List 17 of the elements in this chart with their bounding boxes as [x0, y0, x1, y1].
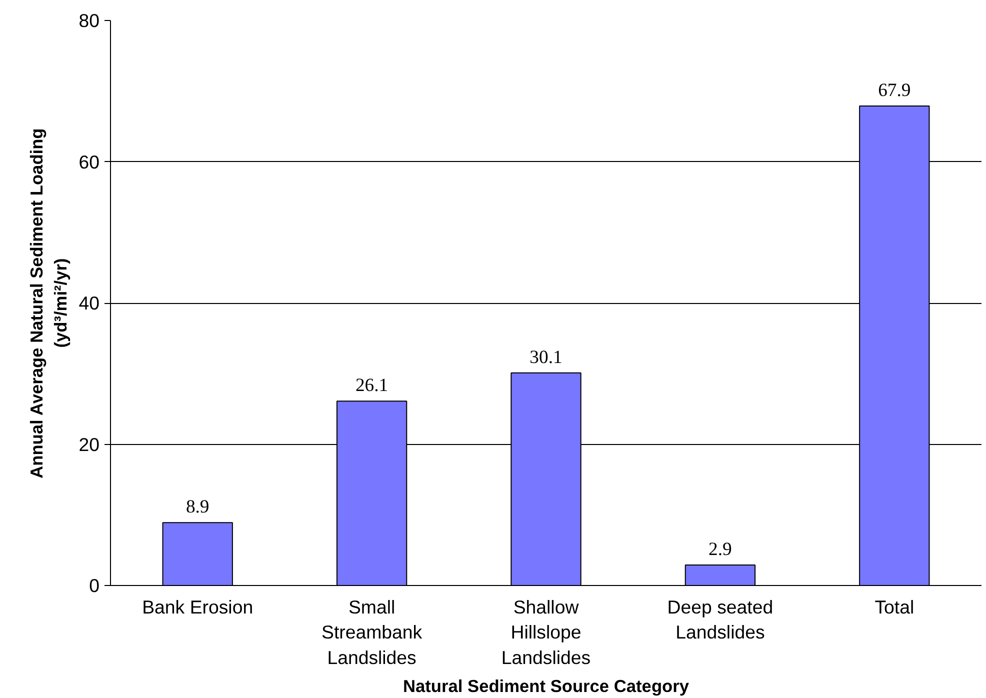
x-tick-label: Small Streambank Landslides: [322, 596, 423, 668]
data-label: 30.1: [530, 346, 562, 368]
data-label: 26.1: [355, 375, 388, 396]
data-label: 2.9: [708, 539, 732, 560]
y-tick-label: 20: [78, 434, 100, 455]
x-axis-title: Natural Sediment Source Category: [403, 676, 690, 696]
data-label: 8.9: [186, 496, 210, 518]
x-tick-label: Shallow Hillslope Landslides: [501, 596, 591, 668]
y-tick-label: 80: [78, 10, 100, 31]
x-tick-label: Bank Erosion: [142, 596, 254, 618]
y-tick-label: 0: [89, 575, 100, 596]
data-label: 67.9: [878, 80, 911, 101]
y-axis-title: Annual Average Natural Sediment Loading (yd³/mi²/yr): [26, 128, 71, 478]
x-tick-label: Deep seated Landslides: [667, 596, 774, 643]
y-tick-label: 40: [78, 292, 100, 314]
y-tick-label: 60: [78, 151, 100, 172]
x-tick-label: Total: [874, 596, 914, 618]
